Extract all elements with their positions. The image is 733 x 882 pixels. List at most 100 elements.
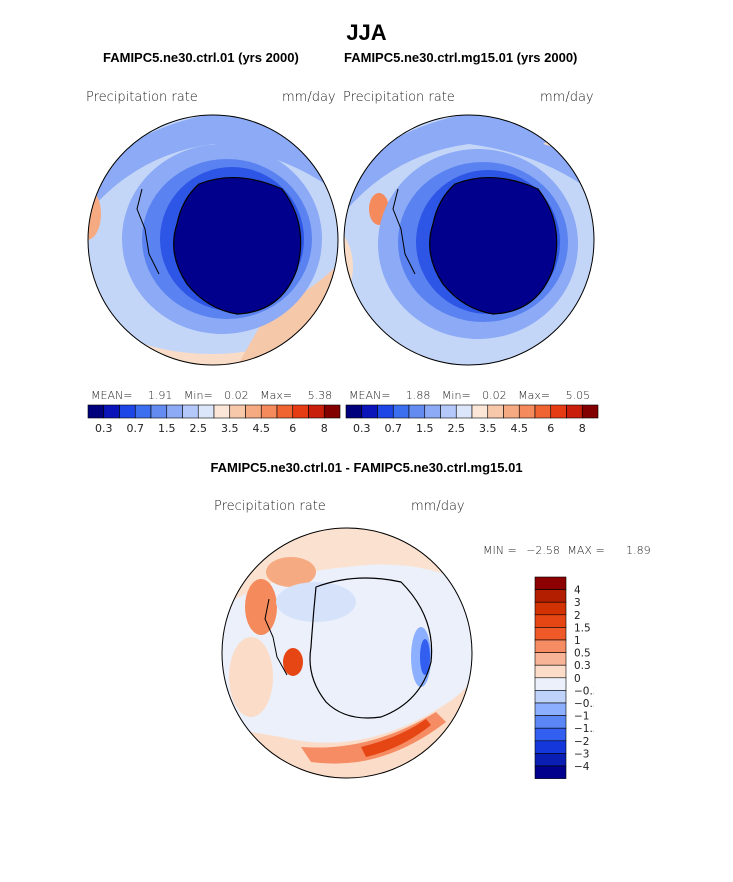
left-colorbar-tick-label: 2.5 [190,422,208,435]
diff-max-label: MAX = [567,544,605,557]
left-colorbar-box [323,404,341,419]
right-colorbar-box [377,404,394,419]
right-colorbar-tick-label: 3.5 [479,422,497,435]
left-max-value: 5.38 [307,389,333,402]
right-colorbar-tick-label: 2.5 [448,422,466,435]
left-colorbar-tick-label: 1.5 [158,422,176,435]
left-variable-label: Precipitation rate [86,90,198,105]
diff-colorbar-box [534,715,567,729]
left-colorbar-box [166,404,183,419]
left-colorbar-box [134,404,152,419]
right-mean-value: 1.88 [405,389,431,402]
diff-title: FAMIPC5.ne30.ctrl.01 - FAMIPC5.ne30.ctrl… [210,460,523,475]
diff-max-value: 1.89 [626,544,651,557]
right-colorbar-box [503,404,520,419]
left-case-title: FAMIPC5.ne30.ctrl.01 (yrs 2000) [103,50,299,65]
diff-colorbar-box [534,740,567,754]
left-colorbar-box [229,404,246,419]
right-colorbar-box [440,404,457,419]
right-colorbar: 0.3 0.7 1.5 2.5 3.5 4.5 6 8 [345,404,599,435]
diff-colorbar-box [534,727,567,742]
right-colorbar-box [471,404,489,419]
diff-colorbar-tick-label: −3 [574,748,589,760]
right-colorbar-box [550,404,567,419]
left-mean-label: MEAN= [91,389,133,402]
right-colorbar-tick-label: 1.5 [416,422,434,435]
diff-colorbar-box [534,627,567,641]
right-colorbar-box [534,404,552,419]
right-min-value: 0.02 [482,389,507,402]
diff-colorbar-box [534,652,567,666]
diff-colorbar-tick-label: −4 [574,761,590,773]
right-colorbar-tick-label: 0.3 [353,422,371,435]
diff-stats: MIN = −2.58 MAX = 1.89 [483,544,651,557]
diff-colorbar-tick-label: −0.5 [574,698,594,710]
left-colorbar-box [197,404,215,419]
diff-colorbar-box [534,702,567,716]
left-min-value: 0.02 [224,389,249,402]
diff-min-label: MIN = [483,544,517,557]
left-max-label: Max= [260,389,293,402]
diff-min-value: −2.58 [526,544,560,557]
right-colorbar-tick-label: 4.5 [511,422,529,435]
diff-colorbar-tick-label: 0.5 [574,648,591,660]
right-precip-map [343,114,595,366]
left-colorbar-tick-label: 3.5 [221,422,239,435]
diff-colorbar-tick-label: −0.3 [574,685,594,697]
left-colorbar-box [245,404,262,419]
right-colorbar-box [455,404,473,419]
right-colorbar-box [518,404,536,419]
right-variable-label: Precipitation rate [343,90,455,105]
diff-variable-label: Precipitation rate [214,499,326,514]
left-colorbar-box [260,404,278,419]
left-colorbar-box [119,404,136,419]
right-colorbar-box [345,404,363,419]
diff-colorbar-box [534,677,567,691]
left-mean-value: 1.91 [147,389,173,402]
right-stats: MEAN= 1.88 Min= 0.02 Max= 5.05 [349,389,590,402]
left-colorbar-box [292,404,309,419]
diff-colorbar-box [534,601,567,616]
right-colorbar-box [361,404,378,419]
right-colorbar-tick-label: 8 [579,422,586,435]
left-colorbar-box [276,404,294,419]
left-colorbar-box [308,404,325,419]
left-colorbar-tick-label: 8 [321,422,328,435]
right-colorbar-box [424,404,441,419]
right-colorbar-box [408,404,426,419]
diff-colorbar-box [534,765,567,779]
right-max-value: 5.05 [565,389,591,402]
right-colorbar-box [566,404,583,419]
left-units-label: mm/day [282,90,336,105]
diff-colorbar-box [534,614,567,628]
diff-colorbar-tick-label: −1 [574,711,589,723]
season-title: JJA [346,20,387,45]
left-colorbar-tick-label: 6 [289,422,296,435]
diff-colorbar-tick-label: 4 [574,585,581,597]
left-colorbar-box [103,404,120,419]
right-colorbar-box [581,404,599,419]
right-colorbar-tick-label: 6 [547,422,554,435]
left-min-label: Min= [183,389,213,402]
left-precip-map [87,114,339,366]
left-colorbar-box [150,404,168,419]
left-colorbar-box [182,404,199,419]
left-colorbar-box [213,404,231,419]
diff-colorbar-box [534,753,567,767]
right-min-label: Min= [441,389,471,402]
diff-colorbar-tick-label: −2 [574,736,589,748]
left-colorbar-tick-label: 0.3 [95,422,113,435]
right-colorbar-box [392,404,410,419]
left-colorbar-tick-label: 4.5 [253,422,271,435]
right-units-label: mm/day [540,90,594,105]
right-case-title: FAMIPC5.ne30.ctrl.mg15.01 (yrs 2000) [344,50,578,65]
diff-precip-map [221,527,473,779]
diff-colorbar-box [534,664,567,679]
right-mean-label: MEAN= [349,389,391,402]
left-colorbar-tick-label: 0.7 [127,422,145,435]
diff-colorbar-tick-label: 0.3 [574,660,591,672]
left-colorbar-box [87,404,105,419]
diff-colorbar-box [534,690,567,704]
diff-colorbar-tick-label: −1.5 [574,723,594,735]
